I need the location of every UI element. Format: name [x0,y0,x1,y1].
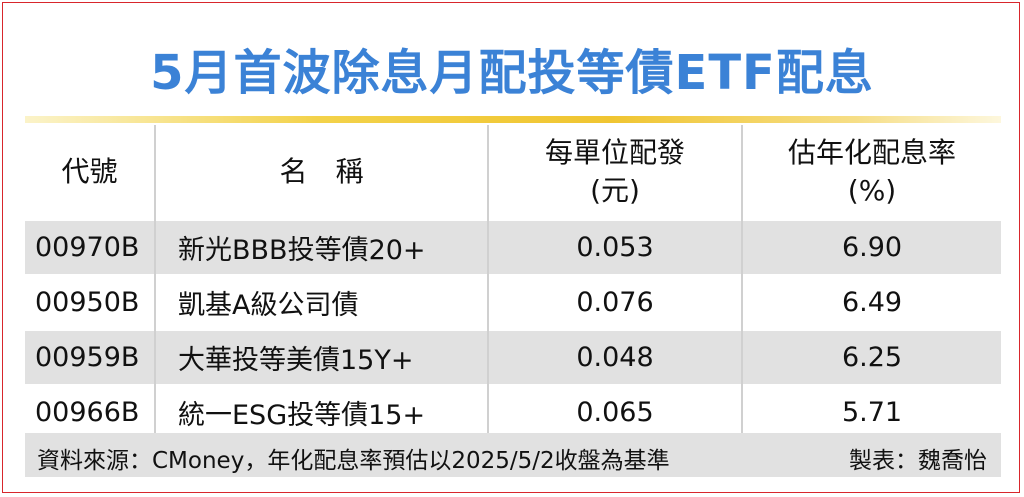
cell-yield: 6.90 [741,219,1001,275]
table-row: 00970B 新光BBB投等債20+ 0.053 6.90 [25,219,1001,275]
cell-yield: 6.25 [741,329,1001,385]
cell-name: 大華投等美債15Y+ [154,329,488,385]
cell-dividend: 0.076 [487,274,742,330]
table-header-row: 代號 名 稱 每單位配發 (元) 估年化配息率 (%) [25,125,1001,220]
title-divider [25,116,1001,123]
cell-dividend: 0.053 [487,219,742,275]
table-row: 00959B 大華投等美債15Y+ 0.048 6.25 [25,329,1001,385]
cell-code: 00959B [25,329,155,385]
header-yield: 估年化配息率 (%) [741,125,1001,220]
header-yield-label: 估年化配息率 [787,136,956,169]
cell-code: 00970B [25,219,155,275]
cell-yield: 5.71 [741,384,1001,439]
table-credit: 製表：魏喬怡 [849,448,987,474]
cell-yield: 6.49 [741,274,1001,330]
header-name: 名 稱 [154,125,488,220]
table-row: 00966B 統一ESG投等債15+ 0.065 5.71 [25,384,1001,439]
header-yield-unit: (%) [847,174,897,207]
cell-dividend: 0.065 [487,384,742,439]
header-code: 代號 [25,125,155,220]
page-title: 5月首波除息月配投等債ETF配息 [150,45,874,101]
header-dividend-label: 每單位配發 [544,136,685,169]
header-dividend: 每單位配發 (元) [487,125,742,220]
cell-code: 00966B [25,384,155,439]
table-row: 00950B 凱基A級公司債 0.076 6.49 [25,274,1001,330]
cell-name: 新光BBB投等債20+ [154,219,488,275]
cell-name: 凱基A級公司債 [154,274,488,330]
data-source-note: 資料來源：CMoney，年化配息率預估以2025/5/2收盤為基準 [37,448,670,474]
etf-dividend-table: 代號 名 稱 每單位配發 (元) 估年化配息率 (%) 00970B 新光BBB… [25,125,1001,439]
footer-bar: 資料來源：CMoney，年化配息率預估以2025/5/2收盤為基準 製表：魏喬怡 [25,433,1001,477]
header-dividend-unit: (元) [590,174,640,207]
cell-name: 統一ESG投等債15+ [154,384,488,439]
cell-dividend: 0.048 [487,329,742,385]
cell-code: 00950B [25,274,155,330]
